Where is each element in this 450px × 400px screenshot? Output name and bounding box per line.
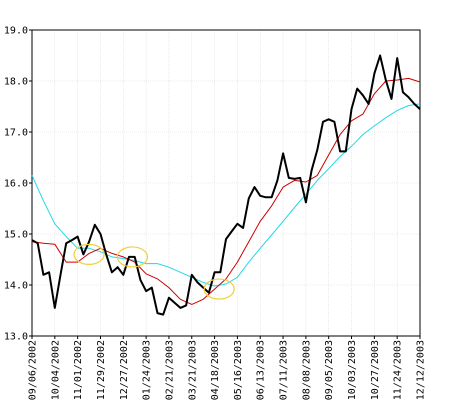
x-tick-label: 03/21/2003 — [187, 340, 198, 400]
x-tick-label: 02/21/2003 — [164, 340, 175, 400]
x-tick-label: 07/11/2003 — [279, 340, 290, 400]
x-tick-label: 08/08/2003 — [301, 340, 312, 400]
x-tick-label: 04/18/2003 — [210, 340, 221, 400]
y-tick-label: 17.0 — [4, 128, 28, 139]
y-tick-label: 15.0 — [4, 230, 28, 241]
highlight-ellipse — [203, 278, 235, 300]
y-tick-label: 13.0 — [4, 332, 28, 343]
x-tick-label: 09/05/2003 — [324, 340, 335, 400]
x-tick-labels: 09/06/2002 10/04/2002 11/01/2002 11/29/2002… — [28, 340, 427, 400]
x-tick-label: 11/01/2002 — [73, 340, 84, 400]
x-tick-label: 06/13/2003 — [256, 340, 267, 400]
series — [31, 54, 421, 316]
axes — [29, 29, 421, 339]
price-series-line — [31, 54, 421, 316]
x-tick-label: 10/27/2003 — [370, 340, 381, 400]
x-tick-label: 10/03/2003 — [347, 340, 358, 400]
x-tick-label: 12/27/2002 — [119, 340, 130, 400]
long-average-series-line — [31, 103, 421, 287]
highlight-ellipse — [116, 246, 149, 268]
grid — [31, 29, 421, 337]
x-tick-label: 09/06/2002 — [28, 340, 39, 400]
x-tick-label: 12/12/2003 — [416, 340, 427, 400]
plot-frame — [31, 29, 421, 337]
y-tick-label: 14.0 — [4, 281, 28, 292]
y-tick-label: 16.0 — [4, 179, 28, 190]
x-tick-label: 01/24/2003 — [142, 340, 153, 400]
y-tick-labels: 13.0 14.0 15.0 16.0 17.0 18.0 19.0 — [4, 26, 28, 343]
short-average-series-line — [31, 77, 421, 305]
highlight-ellipse — [73, 243, 105, 265]
x-tick-label: 11/24/2003 — [393, 340, 404, 400]
y-tick-label: 18.0 — [4, 77, 28, 88]
x-tick-label: 10/04/2002 — [50, 340, 61, 400]
x-tick-label: 11/29/2002 — [96, 340, 107, 400]
y-tick-label: 19.0 — [4, 26, 28, 37]
highlight-markers — [73, 243, 235, 300]
x-tick-label: 05/16/2003 — [233, 340, 244, 400]
